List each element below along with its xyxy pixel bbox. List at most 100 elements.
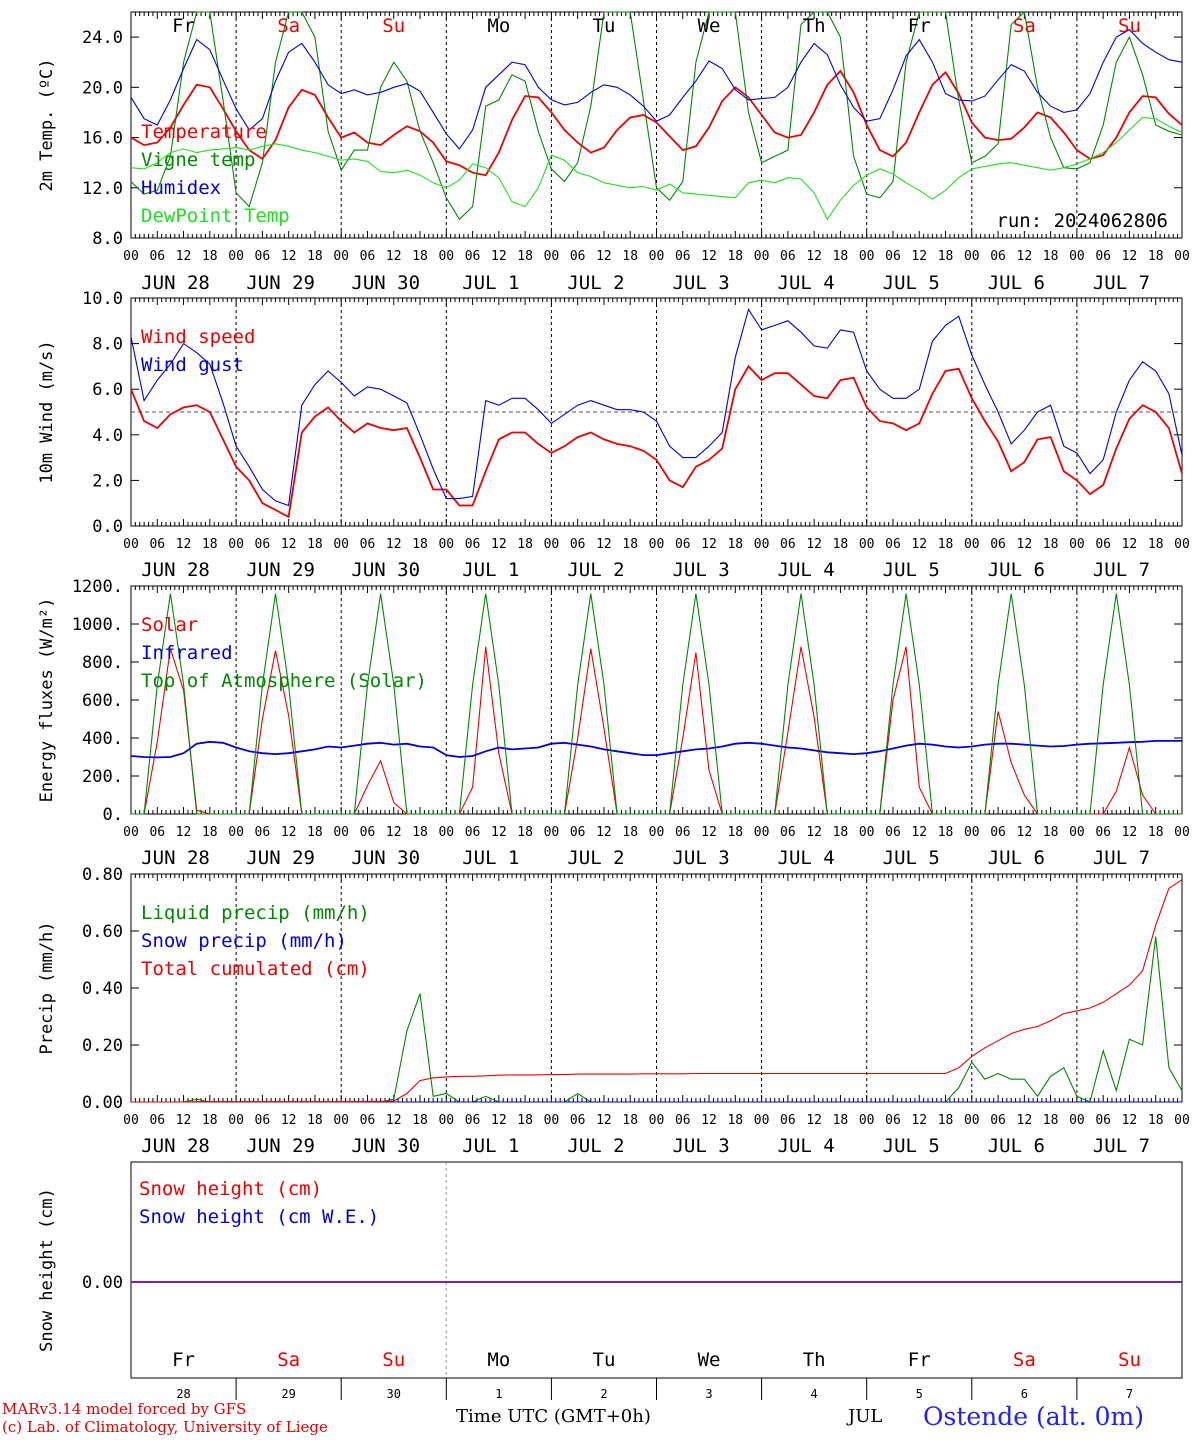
y-tick-label: 0.80 xyxy=(82,865,123,885)
date-label: JUN 28 xyxy=(141,1135,210,1157)
date-label: JUL 3 xyxy=(672,847,729,869)
day-number: 4 xyxy=(811,1387,818,1401)
legend-entry: Total cumulated (cm) xyxy=(141,958,370,980)
day-name: Fr xyxy=(908,1349,931,1371)
hour-label: 06 xyxy=(780,537,796,552)
hour-label: 06 xyxy=(675,249,691,264)
hour-label: 12 xyxy=(1122,1113,1138,1128)
series-line xyxy=(131,879,1183,1103)
chart-panel-1 xyxy=(130,10,1183,239)
date-label: JUN 30 xyxy=(351,272,420,294)
y-axis-label: 2m Temp. (ºC) xyxy=(37,58,57,191)
hour-label: 18 xyxy=(833,249,849,264)
hour-label: 06 xyxy=(360,1113,376,1128)
date-label: JUL 5 xyxy=(883,559,940,581)
hour-label: 00 xyxy=(544,537,560,552)
chart-panel-5 xyxy=(130,1161,1183,1400)
date-label: JUL 1 xyxy=(462,1135,519,1157)
hour-label: 00 xyxy=(754,249,770,264)
date-label: JUL 2 xyxy=(567,847,624,869)
y-tick-label: 0.20 xyxy=(82,1036,123,1056)
y-tick-label: 2.0 xyxy=(92,471,123,491)
hour-label: 18 xyxy=(412,537,428,552)
hour-label: 12 xyxy=(281,537,297,552)
y-tick-label: 8.0 xyxy=(92,335,123,355)
day-name: Su xyxy=(382,15,405,37)
hour-label: 18 xyxy=(1148,537,1164,552)
y-tick-label: 12.0 xyxy=(82,179,123,199)
date-label: JUL 7 xyxy=(1093,847,1150,869)
hour-label: 12 xyxy=(491,249,507,264)
hour-label: 00 xyxy=(544,1113,560,1128)
date-label: JUL 3 xyxy=(672,272,729,294)
hour-label: 12 xyxy=(491,1113,507,1128)
y-tick-label: 0.40 xyxy=(82,979,123,999)
legend-entry: Humidex xyxy=(141,177,221,199)
day-number: 30 xyxy=(387,1387,401,1401)
y-axis-label: Snow height (cm) xyxy=(37,1188,57,1352)
hour-label: 00 xyxy=(859,249,875,264)
hour-label: 12 xyxy=(596,1113,612,1128)
hour-label: 12 xyxy=(701,249,717,264)
hour-label: 12 xyxy=(281,249,297,264)
hour-label: 18 xyxy=(517,1113,533,1128)
hour-label: 18 xyxy=(833,825,849,840)
hour-label: 06 xyxy=(1095,1113,1111,1128)
hour-label: 00 xyxy=(964,825,980,840)
hour-label: 00 xyxy=(859,1113,875,1128)
hour-label: 18 xyxy=(202,825,218,840)
y-tick-label: 0. xyxy=(103,805,123,825)
hour-label: 12 xyxy=(596,537,612,552)
hour-label: 00 xyxy=(333,1113,349,1128)
legend-entry: Liquid precip (mm/h) xyxy=(141,902,370,924)
hour-label: 06 xyxy=(465,825,481,840)
hour-label: 18 xyxy=(517,825,533,840)
hour-label: 00 xyxy=(333,537,349,552)
day-name: We xyxy=(698,15,721,37)
series-line xyxy=(130,116,1183,221)
hour-label: 06 xyxy=(570,1113,586,1128)
hour-label: 18 xyxy=(307,825,323,840)
hour-label: 00 xyxy=(438,1113,454,1128)
hour-label: 12 xyxy=(491,825,507,840)
hour-label: 18 xyxy=(202,249,218,264)
date-label: JUN 29 xyxy=(246,1135,315,1157)
y-tick-label: 200. xyxy=(82,767,123,787)
hour-label: 00 xyxy=(754,825,770,840)
day-name: Sa xyxy=(277,15,300,37)
y-axis-label: Energy fluxes (W/m²) xyxy=(37,598,57,803)
hour-label: 12 xyxy=(1122,537,1138,552)
y-tick-label: 800. xyxy=(82,653,123,673)
legend-entry: Wind gust xyxy=(141,354,244,376)
hour-label: 18 xyxy=(622,1113,638,1128)
day-number: 7 xyxy=(1126,1387,1133,1401)
hour-label: 00 xyxy=(1174,537,1190,552)
hour-label: 00 xyxy=(859,537,875,552)
hour-label: 00 xyxy=(1069,537,1085,552)
chart-panel-2 xyxy=(130,297,1183,527)
day-name: Sa xyxy=(1013,1349,1036,1371)
hour-label: 12 xyxy=(386,537,402,552)
hour-label: 18 xyxy=(202,537,218,552)
series-line xyxy=(130,364,1183,519)
hour-label: 12 xyxy=(1017,1113,1033,1128)
hour-label: 12 xyxy=(176,249,192,264)
hour-label: 18 xyxy=(833,1113,849,1128)
hour-label: 00 xyxy=(123,249,139,264)
hour-label: 12 xyxy=(911,825,927,840)
hour-label: 00 xyxy=(1069,249,1085,264)
hour-label: 06 xyxy=(255,825,271,840)
date-label: JUL 4 xyxy=(778,272,835,294)
date-label: JUL 5 xyxy=(883,847,940,869)
hour-label: 06 xyxy=(465,1113,481,1128)
date-label: JUL 4 xyxy=(778,559,835,581)
hour-label: 18 xyxy=(727,1113,743,1128)
date-label: JUL 6 xyxy=(988,1135,1045,1157)
y-tick-label: 0.00 xyxy=(82,1273,123,1293)
hour-label: 06 xyxy=(360,249,376,264)
legend-entry: Solar xyxy=(141,614,198,636)
hour-label: 06 xyxy=(780,825,796,840)
legend-entry: Wind speed xyxy=(141,326,255,348)
hour-label: 00 xyxy=(964,249,980,264)
y-tick-label: 20.0 xyxy=(82,78,123,98)
